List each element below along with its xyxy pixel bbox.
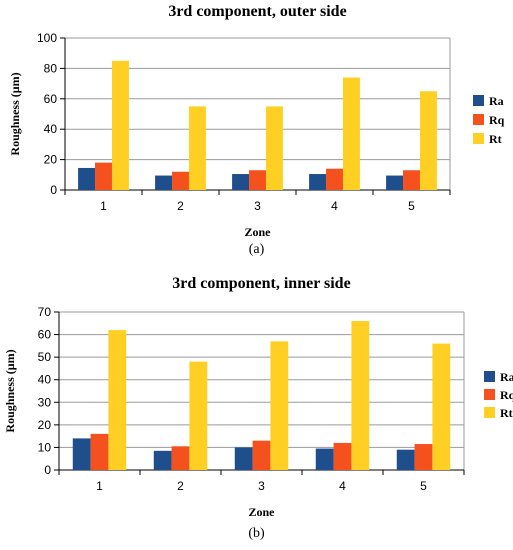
chart-b-x-tick-label: 4	[339, 479, 346, 493]
chart-b-bar-rq-zone-5	[414, 444, 433, 470]
chart-b-title: 3rd component, inner side	[172, 275, 350, 292]
chart-a-bar-rq-zone-3	[249, 170, 266, 190]
chart-a-bar-ra-zone-5	[386, 175, 404, 190]
chart-a-bar-rq-zone-5	[403, 170, 420, 190]
chart-a-y-tick-label: 40	[44, 122, 58, 136]
chart-a-x-tick-label: 5	[408, 199, 415, 213]
chart-b-bar-ra-zone-3	[234, 447, 253, 470]
chart-a-bar-rt-zone-1	[111, 60, 129, 190]
chart-a-bar-rq-zone-2	[172, 171, 189, 190]
chart-a-bar-rt-zone-4	[342, 77, 360, 190]
chart-b-y-tick-label: 50	[38, 350, 52, 364]
chart-b-bar-rt-zone-4	[351, 321, 370, 470]
chart-b-bar-ra-zone-5	[396, 449, 415, 470]
chart-a-x-tick-label: 3	[254, 199, 261, 213]
chart-a: 3rd component, outer side 0 20 40 60 80 100 1 2 3…	[8, 3, 505, 239]
chart-b-legend-swatch-rt	[484, 407, 495, 418]
chart-b-bar-rq-zone-3	[252, 440, 271, 470]
chart-a-x-tick-label: 1	[100, 199, 107, 213]
chart-b-bar-rt-zone-3	[270, 341, 289, 470]
chart-a-y-tick-label: 20	[44, 153, 58, 167]
caption-b: (b)	[0, 526, 513, 542]
chart-a-bar-rq-zone-1	[95, 162, 112, 190]
chart-b-bar-rq-zone-2	[171, 446, 190, 470]
caption-b-text: (b)	[248, 526, 265, 541]
chart-a-y-tick-label: 80	[44, 61, 58, 75]
chart-b-bar-rt-zone-5	[432, 343, 451, 470]
chart-a-legend-label-ra: Ra	[489, 94, 504, 108]
chart-a-legend-label-rq: Rq	[489, 113, 505, 127]
chart-a-y-tick-label: 100	[37, 31, 57, 45]
chart-a-legend-swatch-ra	[473, 95, 484, 106]
caption-a-text: (a)	[248, 242, 265, 257]
chart-b-bar-ra-zone-4	[315, 448, 334, 470]
chart-b-legend-label-ra: Ra	[500, 370, 513, 384]
chart-a-bar-ra-zone-4	[309, 174, 327, 190]
chart-a-y-tick-label: 0	[50, 183, 57, 197]
chart-b-legend-swatch-ra	[484, 371, 495, 382]
chart-panel-b: 3rd component, inner side 0 10 20 30 40 50 60 70…	[0, 272, 513, 550]
chart-b-x-tick-label: 5	[420, 479, 427, 493]
chart-b-x-tick-label: 1	[96, 479, 103, 493]
chart-b-bar-ra-zone-1	[72, 438, 91, 470]
chart-b-bar-rt-zone-2	[189, 361, 208, 470]
chart-b: 3rd component, inner side 0 10 20 30 40 50 60 70…	[3, 275, 513, 519]
chart-a-bar-rq-zone-4	[326, 168, 343, 190]
chart-a-x-tick-label: 4	[331, 199, 338, 213]
chart-b-legend-label-rq: Rq	[500, 388, 513, 402]
chart-a-bar-rt-zone-5	[419, 91, 437, 190]
chart-a-bar-rt-zone-3	[265, 106, 283, 190]
chart-a-x-tick-label: 2	[177, 199, 184, 213]
chart-b-bar-rq-zone-1	[90, 433, 109, 470]
chart-a-title: 3rd component, outer side	[168, 3, 346, 20]
chart-b-y-axis-label: Roughness (μm)	[3, 349, 17, 432]
chart-b-legend-label-rt: Rt	[500, 406, 513, 420]
chart-a-bar-ra-zone-2	[155, 175, 173, 190]
chart-b-y-tick-label: 20	[38, 418, 52, 432]
chart-b-bar-rq-zone-4	[333, 442, 352, 470]
chart-b-x-axis-label: Zone	[248, 505, 275, 519]
chart-b-y-tick-label: 30	[38, 395, 52, 409]
chart-b-bar-ra-zone-2	[153, 450, 172, 470]
chart-b-bar-rt-zone-1	[108, 330, 127, 470]
chart-b-y-tick-label: 0	[44, 463, 51, 477]
chart-b-y-tick-label: 10	[38, 440, 52, 454]
chart-a-legend-swatch-rt	[473, 133, 484, 144]
chart-b-x-tick-label: 3	[258, 479, 265, 493]
chart-a-legend-swatch-rq	[473, 114, 484, 125]
chart-a-legend-label-rt: Rt	[489, 132, 502, 146]
chart-b-legend-swatch-rq	[484, 389, 495, 400]
chart-b-y-tick-label: 60	[38, 328, 52, 342]
chart-a-x-axis-label: Zone	[244, 225, 271, 239]
chart-b-x-tick-label: 2	[177, 479, 184, 493]
chart-b-y-tick-label: 40	[38, 373, 52, 387]
chart-panel-a: 3rd component, outer side 0 20 40 60 80 100 1 2 3…	[0, 0, 513, 265]
chart-a-y-tick-label: 60	[44, 92, 58, 106]
chart-b-y-tick-label: 70	[38, 305, 52, 319]
caption-a: (a)	[0, 242, 513, 258]
chart-a-y-axis-label: Roughness (μm)	[8, 72, 22, 155]
chart-a-bar-ra-zone-1	[78, 167, 96, 190]
chart-a-bar-rt-zone-2	[188, 106, 206, 190]
chart-a-bar-ra-zone-3	[232, 174, 250, 190]
